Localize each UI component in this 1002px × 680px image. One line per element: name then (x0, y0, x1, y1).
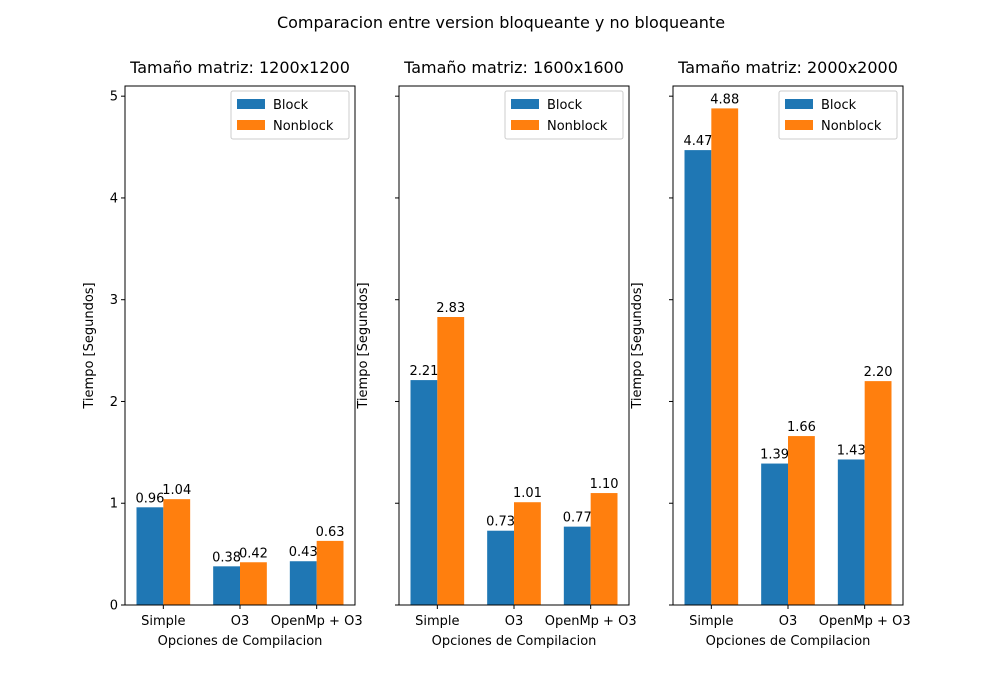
data-label: 1.04 (162, 483, 191, 498)
data-label: 1.66 (787, 420, 816, 435)
bar-nonblock-2 (788, 436, 815, 605)
x-tick-label: OpenMp + O3 (545, 614, 637, 629)
x-tick-label: Simple (141, 614, 185, 629)
data-label: 0.96 (135, 491, 164, 506)
bar-block-1 (136, 507, 164, 605)
legend-label-nonblock: Nonblock (821, 119, 882, 134)
y-axis-label: Tiempo [Segundos] (82, 282, 97, 409)
data-label: 0.73 (486, 515, 515, 530)
legend-label-nonblock: Nonblock (273, 119, 334, 134)
y-tick-label: 2 (110, 395, 118, 410)
y-tick-label: 4 (110, 191, 118, 206)
bar-block-1 (684, 150, 712, 606)
data-label: 0.63 (316, 525, 345, 540)
bar-nonblock-3 (590, 493, 618, 605)
y-tick-label: 3 (110, 293, 118, 308)
legend-swatch-nonblock (237, 120, 265, 130)
subplot-3: 4.47 1.39 1.43 4.88 1.66 2.20 Simple O3 OpenMp +… (630, 58, 911, 649)
bar-nonblock-2 (240, 562, 267, 605)
legend-label-block: Block (273, 98, 309, 113)
subplot-2: 2.21 0.73 0.77 2.83 1.01 1.10 Simple O3 OpenMp +… (356, 58, 637, 649)
bar-nonblock-1 (163, 499, 191, 605)
legend-swatch-nonblock (785, 120, 813, 130)
data-label: 0.42 (239, 546, 268, 561)
x-axis-label: Opciones de Compilacion (706, 634, 871, 649)
x-axis-label: Opciones de Compilacion (432, 634, 597, 649)
figure-suptitle: Comparacion entre version bloqueante y n… (277, 13, 725, 32)
bar-block-2 (213, 566, 240, 605)
x-tick-label: O3 (231, 614, 250, 629)
data-label: 4.88 (710, 92, 739, 107)
data-label: 0.38 (212, 550, 241, 565)
data-label: 0.77 (563, 511, 592, 526)
subplots: 0.96 0.38 0.43 1.04 0.42 0.63 0 1 2 3 4 5 Simple O3 Op… (82, 58, 911, 649)
y-axis-label: Tiempo [Segundos] (356, 282, 371, 409)
legend-label-nonblock: Nonblock (547, 119, 608, 134)
bar-block-2 (761, 463, 788, 605)
legend: Block Nonblock (504, 90, 624, 140)
data-label: 1.10 (590, 477, 619, 492)
x-tick-label: OpenMp + O3 (819, 614, 911, 629)
legend-label-block: Block (547, 98, 583, 113)
data-label: 2.83 (436, 301, 465, 316)
legend-swatch-block (785, 99, 813, 109)
bar-nonblock-3 (864, 381, 892, 605)
x-tick-label: O3 (505, 614, 524, 629)
subplot-1: 0.96 0.38 0.43 1.04 0.42 0.63 0 1 2 3 4 5 Simple O3 Op… (82, 58, 363, 649)
legend-swatch-block (237, 99, 265, 109)
subplot-title: Tamaño matriz: 1200x1200 (129, 58, 350, 77)
y-tick-label: 5 (110, 90, 118, 105)
bar-block-1 (410, 380, 438, 605)
data-label: 1.01 (513, 486, 542, 501)
legend: Block Nonblock (230, 90, 350, 140)
data-label: 0.43 (289, 545, 318, 560)
y-tick-label: 1 (110, 497, 118, 512)
data-label: 1.43 (837, 443, 866, 458)
bar-nonblock-3 (316, 540, 344, 605)
x-tick-label: O3 (779, 614, 798, 629)
x-axis-label: Opciones de Compilacion (158, 634, 323, 649)
subplot-title: Tamaño matriz: 2000x2000 (677, 58, 898, 77)
data-label: 2.21 (409, 364, 438, 379)
bar-nonblock-2 (514, 502, 541, 605)
bar-block-3 (289, 561, 317, 605)
legend-label-block: Block (821, 98, 857, 113)
x-tick-label: Simple (415, 614, 459, 629)
bar-nonblock-1 (711, 108, 739, 605)
data-label: 1.39 (760, 448, 789, 463)
x-tick-label: OpenMp + O3 (271, 614, 363, 629)
legend: Block Nonblock (778, 90, 898, 140)
bar-block-3 (563, 526, 591, 605)
data-label: 2.20 (864, 365, 893, 380)
y-tick-label: 0 (110, 599, 118, 614)
legend-swatch-nonblock (511, 120, 539, 130)
y-axis-label: Tiempo [Segundos] (630, 282, 645, 409)
legend-swatch-block (511, 99, 539, 109)
data-label: 4.47 (683, 134, 712, 149)
x-tick-label: Simple (689, 614, 733, 629)
bar-nonblock-1 (437, 317, 465, 605)
subplot-title: Tamaño matriz: 1600x1600 (403, 58, 624, 77)
bar-block-3 (837, 459, 865, 605)
bar-block-2 (487, 530, 514, 605)
